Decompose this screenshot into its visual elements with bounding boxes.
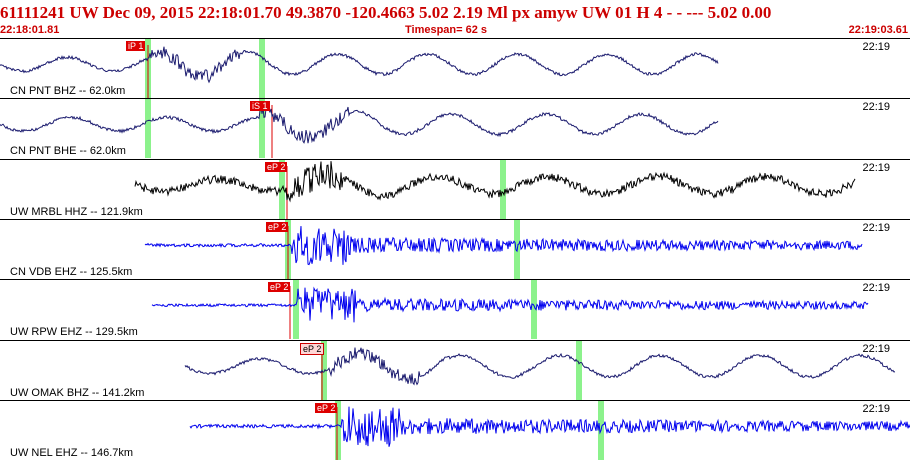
phase-marker-bar bbox=[145, 99, 151, 159]
trace-panel-mrbl-hhz[interactable]: eP 2 UW MRBL HHZ -- 121.9km 22:19 bbox=[0, 158, 910, 219]
waveform-canvas bbox=[0, 99, 719, 159]
trace-panel-vdb-ehz[interactable]: eP 2 CN VDB EHZ -- 125.5km 22:19 bbox=[0, 218, 910, 279]
waveform-trace bbox=[134, 160, 856, 203]
station-label: UW MRBL HHZ -- 121.9km bbox=[10, 205, 143, 218]
waveform-trace bbox=[184, 347, 896, 386]
waveform-canvas bbox=[189, 400, 910, 460]
phase-marker-bar bbox=[259, 39, 265, 98]
station-label: UW NEL EHZ -- 146.7km bbox=[10, 446, 134, 459]
phase-marker-bar bbox=[279, 159, 285, 219]
panel-time-label: 22:19 bbox=[862, 41, 890, 53]
phase-pick-label[interactable]: eP 2 bbox=[265, 161, 288, 172]
station-label: CN PNT BHZ -- 62.0km bbox=[10, 85, 126, 97]
waveform-canvas bbox=[0, 39, 719, 98]
waveform-canvas bbox=[151, 280, 869, 340]
waveform-trace bbox=[0, 105, 719, 145]
trace-panel-pnt-bhe[interactable]: iS 1 CN PNT BHE -- 62.0km 22:19 bbox=[0, 98, 910, 159]
event-title: 61111241 UW Dec 09, 2015 22:18:01.70 49.… bbox=[0, 3, 772, 22]
waveform-canvas bbox=[134, 159, 856, 219]
phase-marker-bar bbox=[293, 280, 299, 340]
phase-pick-label[interactable]: eP 2 bbox=[300, 342, 325, 355]
panel-time-label: 22:19 bbox=[862, 161, 890, 174]
start-time: 22:18:01.81 bbox=[0, 24, 60, 36]
trace-panel-nel-ehz[interactable]: eP 2 UW NEL EHZ -- 146.7km 22:19 bbox=[0, 399, 910, 460]
trace-panel-pnt-bhz[interactable]: iP 1 CN PNT BHZ -- 62.0km 22:19 bbox=[0, 38, 910, 98]
waveform-trace bbox=[151, 286, 869, 323]
waveform-trace bbox=[189, 406, 910, 447]
trace-panel-omak-bhz[interactable]: eP 2 UW OMAK BHZ -- 141.2km 22:19 bbox=[0, 339, 910, 400]
header-bar: 61111241 UW Dec 09, 2015 22:18:01.70 49.… bbox=[0, 0, 910, 38]
phase-pick-label[interactable]: eP 2 bbox=[266, 221, 289, 232]
panel-time-label: 22:19 bbox=[862, 402, 890, 415]
panel-time-label: 22:19 bbox=[862, 282, 890, 295]
phase-pick-label[interactable]: eP 2 bbox=[315, 402, 338, 413]
waveform-canvas bbox=[184, 340, 896, 400]
phase-marker-bar bbox=[259, 99, 265, 159]
phase-pick-label[interactable]: eP 2 bbox=[268, 282, 291, 293]
phase-marker-bar bbox=[531, 280, 537, 340]
phase-marker-bar bbox=[576, 340, 582, 400]
panel-time-label: 22:19 bbox=[862, 221, 890, 234]
station-label: CN PNT BHE -- 62.0km bbox=[10, 145, 126, 158]
timespan-label: Timespan= 62 s bbox=[405, 24, 488, 36]
phase-marker-bar bbox=[335, 400, 341, 460]
panel-time-label: 22:19 bbox=[862, 101, 890, 114]
end-time: 22:19:03.61 bbox=[848, 24, 908, 36]
phase-marker-bar bbox=[321, 340, 327, 400]
station-label: UW RPW EHZ -- 129.5km bbox=[10, 326, 138, 339]
waveform-trace bbox=[0, 46, 719, 84]
trace-panel-rpw-ehz[interactable]: eP 2 UW RPW EHZ -- 129.5km 22:19 bbox=[0, 279, 910, 340]
panel-time-label: 22:19 bbox=[862, 342, 890, 355]
station-label: UW OMAK BHZ -- 141.2km bbox=[10, 386, 145, 399]
phase-pick-label[interactable]: iS 1 bbox=[250, 101, 270, 112]
waveform-canvas bbox=[144, 219, 863, 279]
phase-marker-bar bbox=[500, 159, 506, 219]
waveform-trace bbox=[144, 225, 863, 266]
station-label: CN VDB EHZ -- 125.5km bbox=[10, 265, 133, 278]
phase-pick-label[interactable]: iP 1 bbox=[126, 41, 146, 51]
seismogram-panels[interactable]: iP 1 CN PNT BHZ -- 62.0km 22:19 iS 1 CN PNT … bbox=[0, 38, 910, 460]
